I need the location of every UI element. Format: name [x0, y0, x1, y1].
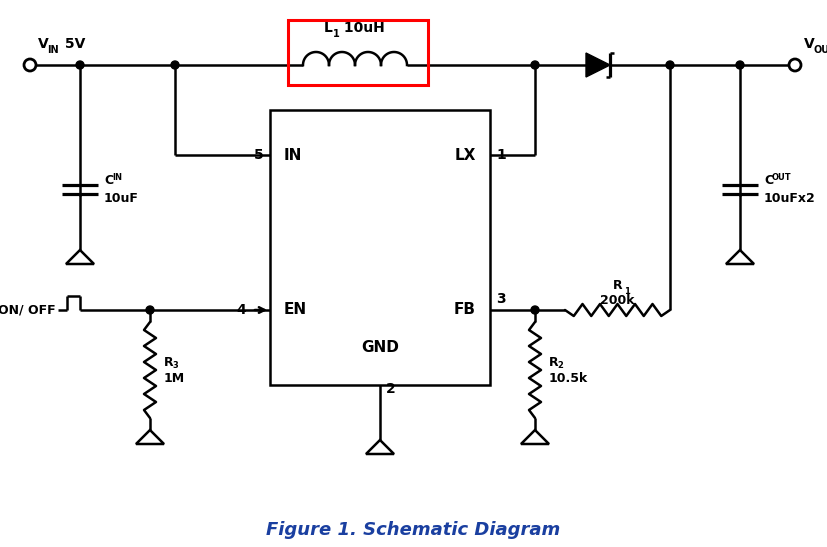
Circle shape — [76, 61, 84, 69]
Text: 3: 3 — [496, 292, 505, 306]
Text: C: C — [764, 174, 773, 188]
Text: 1: 1 — [496, 148, 506, 162]
Text: 1: 1 — [624, 287, 630, 296]
Text: R: R — [549, 356, 558, 369]
Text: 3: 3 — [172, 362, 178, 370]
Circle shape — [146, 306, 154, 314]
Polygon shape — [586, 53, 610, 77]
Circle shape — [736, 61, 744, 69]
Bar — [270, 110, 490, 385]
Text: EN: EN — [284, 302, 307, 317]
Text: 5V: 5V — [60, 37, 85, 51]
Text: R: R — [164, 356, 174, 369]
Text: C: C — [104, 174, 113, 188]
Text: ON/ OFF: ON/ OFF — [0, 304, 56, 317]
Text: 2: 2 — [386, 382, 396, 396]
Text: V: V — [38, 37, 49, 51]
Text: OUT: OUT — [813, 45, 827, 55]
Text: IN: IN — [47, 45, 59, 55]
Circle shape — [171, 61, 179, 69]
Circle shape — [531, 306, 539, 314]
Text: 1: 1 — [333, 29, 340, 39]
Text: 200k: 200k — [600, 294, 635, 307]
Text: 10.5k: 10.5k — [549, 371, 588, 385]
Text: 10uFx2: 10uFx2 — [764, 193, 815, 206]
Text: L: L — [324, 21, 333, 35]
Circle shape — [666, 61, 674, 69]
Text: 10uH: 10uH — [339, 21, 385, 35]
Bar — [288, 20, 428, 85]
Text: Figure 1. Schematic Diagram: Figure 1. Schematic Diagram — [265, 521, 560, 539]
Text: V: V — [804, 37, 815, 51]
Text: OUT: OUT — [772, 172, 791, 182]
Text: LX: LX — [455, 148, 476, 162]
Text: GND: GND — [361, 340, 399, 354]
Text: 2: 2 — [557, 362, 563, 370]
Text: 10uF: 10uF — [104, 193, 139, 206]
Text: IN: IN — [284, 148, 303, 162]
Text: 5: 5 — [254, 148, 264, 162]
Text: 1M: 1M — [164, 371, 185, 385]
Text: FB: FB — [454, 302, 476, 317]
Circle shape — [531, 61, 539, 69]
Text: R: R — [613, 279, 622, 292]
Text: 4: 4 — [237, 303, 246, 317]
Text: IN: IN — [112, 172, 122, 182]
